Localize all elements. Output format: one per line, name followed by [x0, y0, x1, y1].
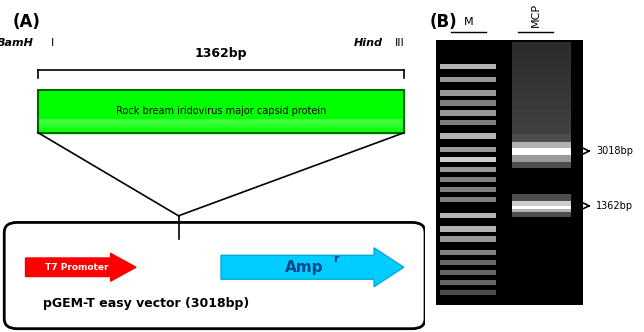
Bar [38, 100, 404, 101]
Bar [38, 125, 404, 127]
Bar [440, 133, 496, 139]
Polygon shape [26, 253, 136, 281]
Text: MCP: MCP [531, 2, 541, 27]
Bar [512, 194, 571, 201]
Bar [440, 270, 496, 275]
Text: pGEM-T easy vector (3018bp): pGEM-T easy vector (3018bp) [43, 297, 249, 310]
Bar [440, 250, 496, 255]
Bar [512, 92, 571, 101]
Text: Amp: Amp [285, 260, 323, 275]
Bar [512, 140, 571, 148]
Bar [38, 98, 404, 100]
Bar [512, 59, 571, 67]
Bar [440, 236, 496, 242]
Text: 3018bp: 3018bp [596, 146, 633, 156]
Bar [512, 202, 571, 209]
FancyBboxPatch shape [5, 222, 425, 329]
Bar [512, 109, 571, 117]
Bar [38, 124, 404, 125]
Polygon shape [221, 248, 404, 287]
Bar [512, 125, 571, 134]
Bar [38, 111, 404, 113]
Text: (A): (A) [13, 13, 41, 31]
Bar [512, 51, 571, 59]
Text: M: M [464, 17, 473, 27]
Bar [440, 100, 496, 106]
Bar [440, 290, 496, 295]
Text: I: I [51, 38, 54, 48]
Bar [512, 67, 571, 76]
Text: 1362bp: 1362bp [194, 47, 247, 60]
Bar [440, 110, 496, 116]
Bar [512, 154, 571, 162]
Bar [38, 128, 404, 130]
Text: Hind: Hind [354, 38, 383, 48]
Bar [38, 130, 404, 131]
Bar [440, 260, 496, 265]
Bar [440, 64, 496, 69]
Bar [38, 123, 404, 124]
Bar [38, 131, 404, 133]
Bar [38, 107, 404, 108]
Bar [440, 177, 496, 182]
Bar [512, 76, 571, 84]
Bar [512, 117, 571, 125]
Bar [38, 103, 404, 104]
Bar [38, 113, 404, 114]
Bar [38, 120, 404, 121]
Bar [440, 187, 496, 192]
Text: III: III [395, 38, 405, 48]
Bar [440, 213, 496, 218]
Bar [440, 226, 496, 232]
Bar [440, 147, 496, 152]
Bar [38, 108, 404, 110]
Bar [38, 110, 404, 111]
Bar [440, 77, 496, 82]
Bar [38, 101, 404, 103]
Text: Rock bream iridovirus major capsid protein: Rock bream iridovirus major capsid prote… [116, 106, 327, 116]
Bar [512, 205, 571, 212]
Bar [512, 160, 571, 168]
Bar [436, 40, 583, 305]
Bar [512, 84, 571, 92]
Text: 1362bp: 1362bp [596, 201, 633, 211]
Bar [38, 93, 404, 94]
Bar [440, 280, 496, 285]
Bar [512, 199, 571, 206]
Bar [38, 104, 404, 106]
Bar [38, 91, 404, 93]
Bar [38, 119, 404, 120]
Bar [512, 101, 571, 109]
Text: (B): (B) [430, 13, 457, 31]
Bar [38, 114, 404, 116]
Bar [38, 106, 404, 107]
Bar [512, 210, 571, 217]
Bar [440, 197, 496, 202]
Bar [512, 42, 571, 51]
Bar [38, 117, 404, 119]
Bar [38, 90, 404, 91]
Bar [440, 167, 496, 172]
Bar [440, 90, 496, 96]
Bar [38, 116, 404, 117]
Bar [38, 94, 404, 95]
Bar [512, 147, 571, 155]
Bar [512, 134, 571, 142]
Bar [440, 157, 496, 162]
Text: r: r [333, 254, 339, 264]
Bar [440, 120, 496, 125]
Text: T7 Promoter: T7 Promoter [44, 263, 108, 272]
Bar [38, 95, 404, 97]
Text: BamH: BamH [0, 38, 34, 48]
Bar [38, 121, 404, 123]
Bar [38, 97, 404, 98]
Bar [38, 127, 404, 128]
